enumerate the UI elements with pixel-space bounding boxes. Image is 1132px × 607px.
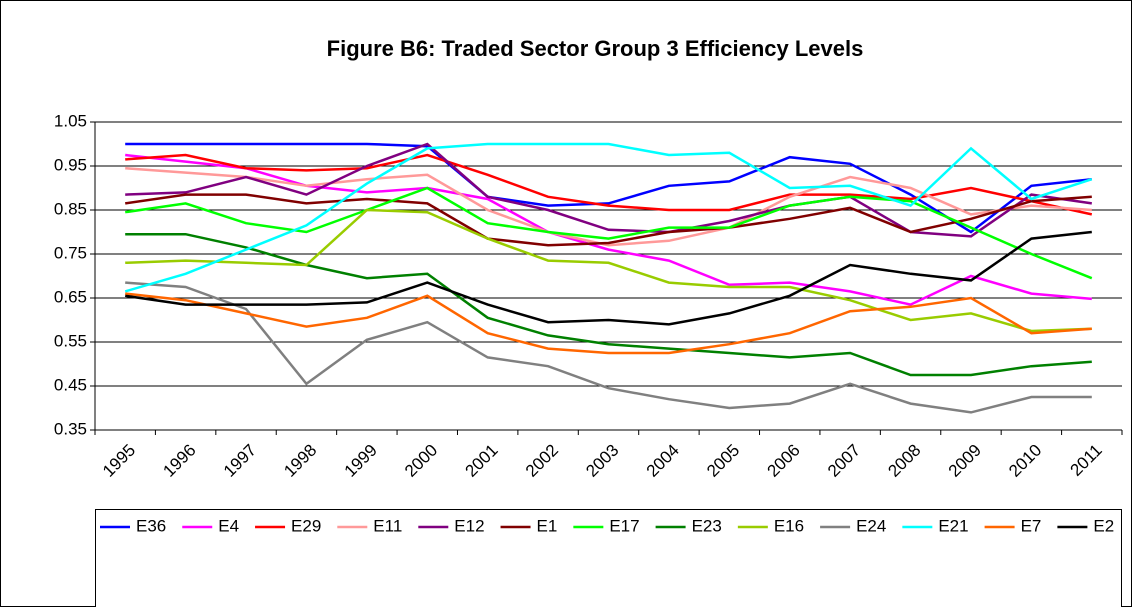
series-line — [125, 166, 1092, 247]
legend-label: E36 — [136, 516, 166, 535]
y-tick-label: 0.85 — [54, 199, 87, 218]
series-line — [125, 193, 1092, 247]
legend-label: E7 — [1021, 516, 1042, 535]
y-tick-label: 0.45 — [54, 375, 87, 394]
legend-label: E1 — [537, 516, 558, 535]
y-tick-label: 0.65 — [54, 287, 87, 306]
y-tick-label: 0.95 — [54, 155, 87, 174]
legend-label: E12 — [454, 516, 484, 535]
series-line — [125, 281, 1092, 414]
series-line — [125, 142, 1092, 238]
legend-label: E11 — [373, 516, 402, 535]
legend-label: E29 — [291, 516, 321, 535]
legend-label: E2 — [1093, 516, 1114, 535]
series-line — [125, 142, 1092, 234]
series-line — [125, 208, 1092, 333]
chart-title: Figure B6: Traded Sector Group 3 Efficie… — [327, 36, 864, 61]
y-tick-label: 0.35 — [54, 419, 87, 438]
series-line — [124, 142, 1093, 293]
legend-label: E16 — [774, 516, 804, 535]
legend-label: E23 — [692, 516, 722, 535]
legend-label: E24 — [856, 516, 886, 535]
y-tick-label: 0.55 — [54, 331, 87, 350]
legend-label: E21 — [938, 516, 968, 535]
y-tick-label: 0.75 — [54, 243, 87, 262]
legend-label: E17 — [609, 516, 639, 535]
legend-label: E4 — [218, 516, 239, 535]
series-line — [125, 232, 1092, 377]
series-line — [125, 230, 1092, 326]
y-tick-label: 1.05 — [54, 111, 87, 130]
series-line — [125, 292, 1092, 355]
series-line — [125, 153, 1093, 216]
series-line — [125, 186, 1093, 280]
series-line — [125, 153, 1092, 306]
